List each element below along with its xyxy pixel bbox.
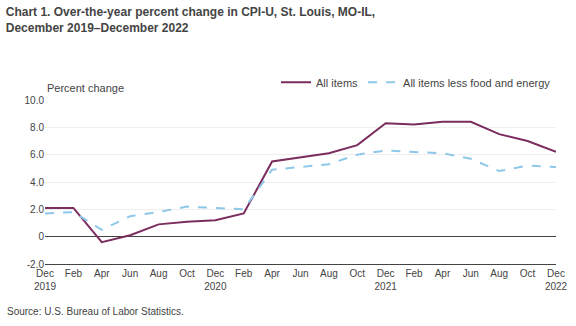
svg-text:All items less food and energy: All items less food and energy — [403, 77, 550, 89]
svg-text:Aug: Aug — [150, 268, 168, 279]
svg-text:Feb: Feb — [235, 268, 253, 279]
svg-text:Jun: Jun — [292, 268, 308, 279]
svg-text:Feb: Feb — [405, 268, 423, 279]
svg-text:0: 0 — [38, 231, 44, 242]
svg-text:Apr: Apr — [94, 268, 110, 279]
svg-text:4.0: 4.0 — [30, 177, 44, 188]
svg-text:Aug: Aug — [490, 268, 508, 279]
svg-text:Apr: Apr — [264, 268, 280, 279]
svg-text:Oct: Oct — [520, 268, 536, 279]
svg-text:6.0: 6.0 — [30, 149, 44, 160]
svg-text:Jun: Jun — [463, 268, 479, 279]
svg-text:Feb: Feb — [65, 268, 83, 279]
svg-text:Jun: Jun — [122, 268, 138, 279]
svg-text:Chart 1. Over-the-year percent: Chart 1. Over-the-year percent change in… — [6, 5, 375, 35]
svg-text:Percent change: Percent change — [47, 82, 124, 94]
svg-text:8.0: 8.0 — [30, 122, 44, 133]
svg-text:All items: All items — [316, 77, 358, 89]
svg-text:Dec2020: Dec2020 — [204, 268, 227, 292]
svg-text:Apr: Apr — [435, 268, 451, 279]
svg-text:Dec2021: Dec2021 — [375, 268, 398, 292]
svg-text:10.0: 10.0 — [25, 95, 45, 106]
svg-text:2.0: 2.0 — [30, 204, 44, 215]
svg-text:Aug: Aug — [320, 268, 338, 279]
svg-text:-2.0: -2.0 — [27, 259, 45, 270]
svg-text:Dec2019: Dec2019 — [34, 268, 57, 292]
svg-text:Oct: Oct — [349, 268, 365, 279]
svg-text:Source: U.S. Bureau of Labor S: Source: U.S. Bureau of Labor Statistics. — [7, 306, 184, 317]
svg-text:Oct: Oct — [179, 268, 195, 279]
svg-text:Dec2022: Dec2022 — [545, 268, 568, 292]
